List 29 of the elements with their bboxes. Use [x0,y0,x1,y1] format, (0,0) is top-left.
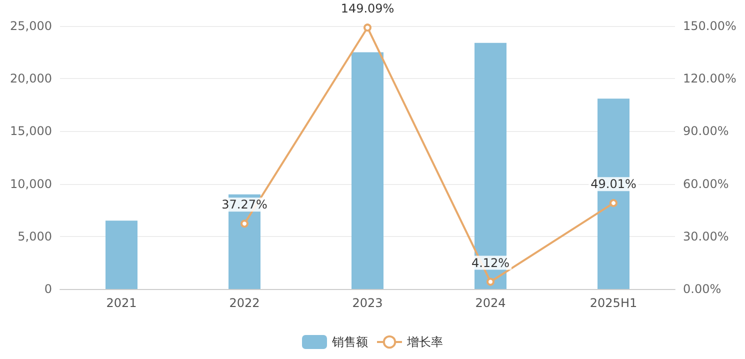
y2-tick-label: 30.00% [683,229,729,244]
y2-tick-label: 90.00% [683,124,729,138]
y2-tick-label: 0.00% [683,282,722,296]
legend-label: 销售额 [331,335,368,349]
y-tick-label: 25,000 [10,19,52,33]
x-tick-label: 2022 [229,296,260,310]
x-tick-label: 2025H1 [590,296,638,310]
bar [352,52,384,289]
bar [106,220,138,289]
y2-tick-label: 150.00% [683,19,736,33]
point [364,24,372,32]
data-label: 37.27% [222,198,268,212]
y-tick-label: 0 [44,282,52,296]
x-tick-label: 2021 [106,296,137,310]
y2-tick-label: 60.00% [683,176,729,191]
y-tick-label: 5,000 [18,229,52,244]
point [240,220,248,228]
data-label: 4.12% [471,256,510,270]
y-tick-label: 10,000 [10,176,52,191]
y2-tick-label: 120.00% [683,72,736,86]
y-tick-label: 15,000 [10,124,52,138]
x-tick-label: 2024 [475,296,506,310]
point [610,199,618,208]
x-tick-label: 2023 [352,296,383,310]
legend-label: 增长率 [406,335,443,349]
point [486,278,494,286]
data-label: 149.09% [340,2,394,16]
data-label: 49.01% [590,177,636,192]
y-tick-label: 20,000 [10,72,52,86]
